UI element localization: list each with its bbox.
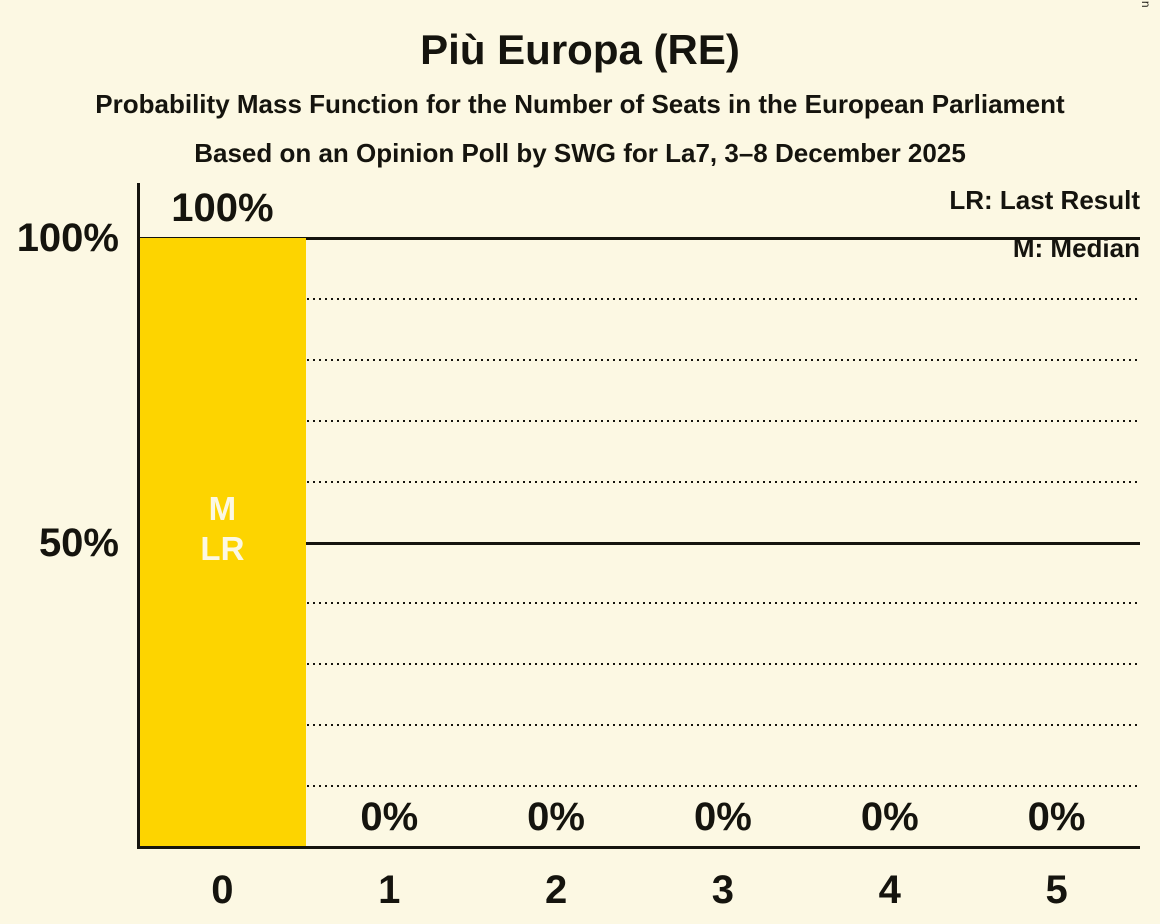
bar-annotation-m: M — [208, 490, 237, 528]
value-label-seats-1: 0% — [360, 795, 419, 839]
bar-annotation-block-seats-0: M LR — [139, 489, 306, 569]
chart-title: Più Europa (RE) — [420, 26, 740, 73]
legend-median: M: Median — [1012, 233, 1140, 263]
copyright-notice: © 2025 Filip van Laenen — [1139, 0, 1153, 8]
x-tick-label-4: 4 — [878, 868, 901, 912]
x-tick-label-1: 1 — [378, 868, 401, 912]
value-label-seats-0: 100% — [171, 186, 274, 230]
bar-annotation-lr: LR — [200, 530, 245, 568]
gridline-dotted-90pct — [139, 297, 1140, 300]
gridline-dotted-40pct — [139, 602, 1140, 605]
gridline-solid-50pct — [139, 541, 1140, 545]
x-tick-label-5: 5 — [1045, 868, 1068, 912]
value-label-seats-2: 0% — [527, 795, 585, 839]
value-label-seats-4: 0% — [860, 795, 919, 839]
x-axis-line — [137, 846, 1140, 849]
legend-last-result: LR: Last Result — [949, 185, 1140, 215]
plot-area: 100% M LR 0 0% 1 0% 2 0% 3 0% 4 0% 5 — [139, 186, 1140, 912]
y-axis-label-100: 100% — [16, 216, 119, 260]
chart-poll-source: Based on an Opinion Poll by SWG for La7,… — [194, 138, 966, 168]
gridline-dotted-30pct — [139, 663, 1140, 666]
chart-subtitle: Probability Mass Function for the Number… — [95, 89, 1065, 119]
gridline-solid-100pct — [139, 237, 1140, 240]
gridline-dotted-20pct — [139, 724, 1140, 727]
y-axis-label-50: 50% — [38, 521, 119, 565]
gridline-dotted-60pct — [139, 480, 1140, 483]
gridline-dotted-80pct — [139, 358, 1140, 361]
gridline-dotted-10pct — [139, 785, 1140, 788]
x-tick-label-0: 0 — [211, 868, 234, 912]
value-label-seats-5: 0% — [1027, 795, 1086, 839]
x-tick-label-2: 2 — [544, 868, 568, 912]
x-tick-label-3: 3 — [711, 868, 735, 912]
gridline-dotted-70pct — [139, 419, 1140, 422]
value-label-seats-3: 0% — [694, 795, 752, 839]
y-axis-line — [137, 183, 140, 849]
bar-seats-0 — [139, 238, 306, 847]
